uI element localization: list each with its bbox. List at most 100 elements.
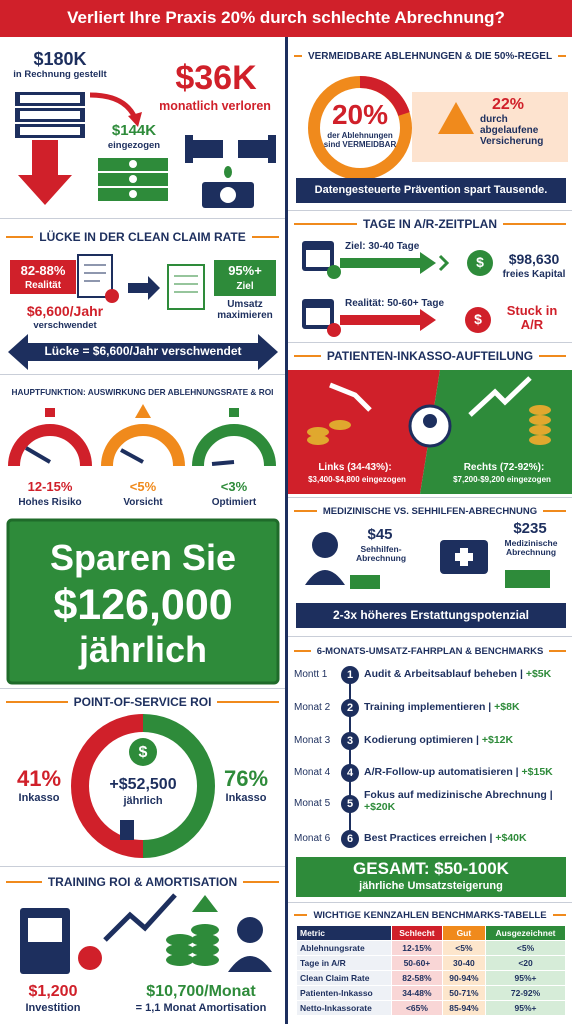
pos-right-label: Inkasso	[225, 792, 267, 804]
dollar: $	[476, 254, 484, 270]
step-text: Audit & Arbeitsablauf beheben |	[364, 668, 523, 680]
split-right-amount: $7,200-$9,200 eingezogen	[453, 475, 551, 484]
coins	[307, 405, 551, 445]
ar-reality: Realität: 50-60+ Tage	[345, 298, 445, 309]
header-text: POINT-OF-SERVICE ROI	[73, 695, 212, 709]
step-text: Training implementieren |	[364, 701, 492, 713]
cell: 95%+	[485, 1000, 566, 1016]
header-text: LÜCKE IN DER CLEAN CLAIM RATE	[39, 230, 246, 244]
dollar: $	[474, 311, 482, 327]
medical-value: $235	[513, 520, 547, 537]
savings-box	[6, 518, 280, 685]
section-header: LÜCKE IN DER CLEAN CLAIM RATE	[0, 229, 285, 245]
table-row: Netto-Inkassorate <65% 85-94% 95%+	[295, 1000, 566, 1016]
month: Monat 5	[294, 798, 331, 809]
separator	[288, 497, 572, 498]
cell: Clean Claim Rate	[295, 970, 393, 986]
step-row: Best Practices erreichen | +$40K	[364, 832, 570, 845]
icons	[6, 75, 572, 974]
step-row: Fokus auf medizinische Abrechnung | +$20…	[364, 789, 570, 813]
gauge-label: Optimiert	[211, 497, 257, 508]
reality-box	[10, 260, 76, 294]
billed: $180K	[33, 49, 87, 69]
arrow	[128, 276, 160, 300]
cell: Netto-Inkassorate	[295, 1000, 393, 1016]
double-arrow	[8, 334, 278, 370]
header-text: HAUPTFUNKTION: AUSWIRKUNG DER ABLEHNUNGS…	[11, 387, 274, 397]
section-header: 6-MONATS-UMSATZ-FAHRPLAN & BENCHMARKS	[288, 643, 572, 659]
step-gain: +$12K	[481, 734, 514, 746]
total-label: jährliche Umsatzsteigerung	[359, 880, 503, 892]
total-banner	[296, 857, 566, 897]
month: Monat 2	[294, 702, 331, 713]
savings-line: jährlich	[78, 629, 208, 670]
step-gain: +$40K	[495, 832, 527, 844]
step-circle: 6	[341, 830, 359, 848]
ar-goal-value-label: freies Kapital	[502, 269, 566, 280]
expired: 22%	[491, 96, 525, 113]
pos-left: 41%	[16, 766, 62, 791]
document-icon	[167, 264, 205, 310]
header-cell: Schlecht	[391, 925, 443, 941]
cell: <65%	[391, 1000, 443, 1016]
gap: Lücke = $6,600/Jahr verschwendet	[44, 344, 242, 358]
calendar-icon	[302, 299, 341, 337]
step-circle: 1	[341, 666, 359, 684]
waste-label: verschwendet	[33, 320, 97, 331]
savings-line: Sparen Sie	[49, 537, 237, 578]
table-header: Metric Schlecht Gut Ausgezeichnet	[295, 925, 566, 941]
cell: 72-92%	[485, 985, 566, 1001]
month: Monat 4	[294, 767, 331, 778]
vision-icon	[312, 532, 338, 558]
gauge-label: Hohes Risiko	[18, 497, 82, 508]
split-right-label: Rechts (72-92%):	[463, 462, 545, 473]
total: GESAMT: $50-100K	[353, 859, 509, 878]
banner	[296, 178, 566, 203]
dollar-icon	[129, 738, 157, 766]
goal-label: Ziel	[236, 281, 254, 292]
month: Montt 1	[294, 669, 328, 680]
collected-label: eingezogen	[107, 140, 161, 151]
cost-label: Investition	[25, 1002, 81, 1014]
table-row: Tage in A/R 50-60+ 30-40 <20	[295, 955, 566, 971]
cell: 50-60+	[391, 955, 443, 971]
expired-label: durch abgelaufene Versicherung	[480, 114, 544, 147]
cell: Patienten-Inkasso	[295, 985, 393, 1001]
cell: 95%+	[485, 970, 566, 986]
cell: <5%	[441, 940, 487, 956]
ar-goal: Ziel: 30-40 Tage	[345, 241, 420, 252]
separator	[0, 866, 285, 867]
header-cell: Ausgezeichnet	[485, 925, 566, 941]
curved-arrow	[89, 92, 138, 120]
table-row: Patienten-Inkasso 34-48% 50-71% 72-92%	[295, 985, 566, 1001]
arrow	[340, 252, 436, 274]
section-header: PATIENTEN-INKASSO-AUFTEILUNG	[288, 348, 572, 364]
cell: 50-71%	[441, 985, 487, 1001]
header-text: 6-MONATS-UMSATZ-FAHRPLAN & BENCHMARKS	[316, 645, 544, 657]
down-arrow	[18, 140, 72, 205]
banner-text: Datengesteuerte Prävention spart Tausend…	[314, 184, 548, 196]
column-divider	[285, 37, 288, 1024]
medical-label: Medizinische Abrechnung	[504, 538, 558, 558]
month: Monat 3	[294, 735, 331, 746]
info-box	[412, 92, 568, 162]
gauge-value: <5%	[129, 479, 157, 494]
decline-arrow	[329, 382, 372, 412]
banner-text: 2-3x höheres Erstattungspotenzial	[332, 608, 530, 622]
warning-icon	[438, 102, 474, 134]
warning-icon	[135, 404, 151, 418]
step-gain: +$15K	[521, 766, 553, 778]
dollar-icon	[467, 250, 493, 276]
avoidable-label: der Ablehnungen sind VERMEIDBAR	[323, 131, 397, 149]
book-page	[28, 918, 62, 942]
step-circle: 3	[341, 732, 359, 750]
step-row: Training implementieren | +$8K	[364, 701, 570, 714]
cell: 82-58%	[391, 970, 443, 986]
avoidable-pct: 20%	[331, 99, 389, 130]
section-header: TAGE IN A/R-ZEITPLAN	[288, 216, 572, 232]
separator	[288, 902, 572, 903]
step-text: A/R-Follow-up automatisieren |	[364, 766, 519, 778]
coin-stacks	[166, 895, 219, 966]
separator	[288, 342, 572, 343]
table-row: Clean Claim Rate 82-58% 90-94% 95%+	[295, 970, 566, 986]
